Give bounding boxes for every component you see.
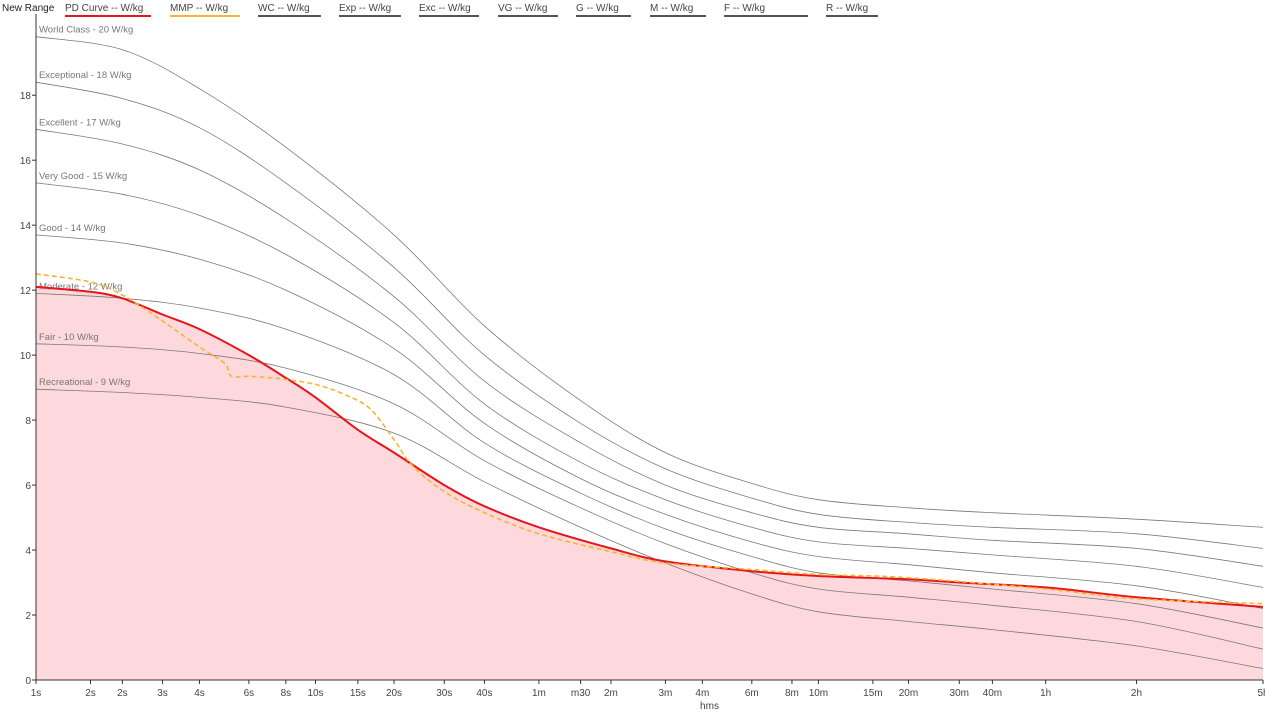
- category-line-1: [35, 81, 1264, 549]
- y-tick-label: 8: [25, 416, 31, 427]
- x-tick-label: m30: [571, 688, 591, 699]
- new-range-button[interactable]: New Range: [2, 3, 55, 14]
- x-tick-label: 4s: [194, 688, 205, 699]
- y-tick-label: 18: [20, 91, 32, 102]
- category-line-5: [35, 293, 1264, 629]
- x-tick-label: 1h: [1040, 688, 1051, 699]
- mmp-line[interactable]: [35, 273, 1264, 605]
- y-tick-label: 12: [20, 286, 32, 297]
- x-tick-label: 40m: [983, 688, 1002, 699]
- x-tick-label: 30s: [436, 688, 452, 699]
- legend-item-pd-curve[interactable]: PD Curve -- W/kg: [65, 3, 151, 17]
- x-tick-label: 3m: [658, 688, 672, 699]
- legend-item-exc[interactable]: Exc -- W/kg: [419, 3, 479, 17]
- category-label-3: Very Good - 15 W/kg: [39, 171, 127, 182]
- chart-legend: New Range PD Curve -- W/kg MMP -- W/kg W…: [0, 0, 1265, 17]
- legend-item-exp[interactable]: Exp -- W/kg: [339, 3, 401, 17]
- x-tick-label: 10m: [809, 688, 828, 699]
- x-tick-label: 20s: [386, 688, 402, 699]
- legend-item-mmp[interactable]: MMP -- W/kg: [170, 3, 240, 17]
- x-tick-label: 40s: [476, 688, 492, 699]
- category-label-2: Excellent - 17 W/kg: [39, 117, 121, 128]
- y-tick-label: 16: [20, 156, 32, 167]
- y-tick-label: 4: [25, 546, 31, 557]
- y-tick-label: 6: [25, 481, 31, 492]
- x-tick-label: 1s: [31, 688, 42, 699]
- y-tick-label: 10: [20, 351, 32, 362]
- x-tick-label: 10s: [307, 688, 323, 699]
- x-tick-label: 1m: [532, 688, 546, 699]
- pd-curve-area: [36, 286, 1263, 680]
- category-line-0: [35, 36, 1264, 528]
- category-label-4: Good - 14 W/kg: [39, 223, 106, 234]
- category-label-5: Moderate - 12 W/kg: [39, 281, 122, 292]
- category-line-7: [35, 388, 1264, 669]
- legend-item-wc[interactable]: WC -- W/kg: [258, 3, 321, 17]
- legend-item-f[interactable]: F -- W/kg: [724, 3, 808, 17]
- x-tick-label: 15m: [863, 688, 882, 699]
- legend-item-r[interactable]: R -- W/kg: [826, 3, 878, 17]
- x-tick-label: 8s: [281, 688, 292, 699]
- category-line-6: [35, 343, 1264, 650]
- category-line-4: [35, 234, 1264, 609]
- category-line-3: [35, 182, 1264, 588]
- category-label-0: World Class - 20 W/kg: [39, 25, 133, 36]
- category-label-1: Exceptional - 18 W/kg: [39, 70, 131, 81]
- x-tick-label: 15s: [350, 688, 366, 699]
- x-tick-label: 30m: [950, 688, 969, 699]
- x-tick-label: 6m: [745, 688, 759, 699]
- x-tick-label: 2m: [604, 688, 618, 699]
- x-axis-title: hms: [700, 701, 719, 712]
- legend-item-m[interactable]: M -- W/kg: [650, 3, 706, 17]
- y-tick-label: 14: [20, 221, 32, 232]
- legend-item-vg[interactable]: VG -- W/kg: [498, 3, 558, 17]
- x-tick-label: 2s: [117, 688, 128, 699]
- category-label-6: Fair - 10 W/kg: [39, 332, 99, 343]
- category-line-2: [35, 128, 1264, 567]
- x-tick-label: 4m: [695, 688, 709, 699]
- x-tick-label: 6s: [244, 688, 255, 699]
- y-tick-label: 0: [25, 676, 31, 687]
- x-tick-label: 20m: [899, 688, 918, 699]
- x-tick-label: 8m: [785, 688, 799, 699]
- x-tick-label: 2h: [1131, 688, 1142, 699]
- category-label-7: Recreational - 9 W/kg: [39, 377, 130, 388]
- pd-curve-line[interactable]: [35, 285, 1264, 608]
- x-tick-label: 2s: [85, 688, 96, 699]
- x-tick-label: 3s: [157, 688, 168, 699]
- x-tick-label: 5h: [1257, 688, 1265, 699]
- y-tick-label: 2: [25, 611, 31, 622]
- legend-item-g[interactable]: G -- W/kg: [576, 3, 631, 17]
